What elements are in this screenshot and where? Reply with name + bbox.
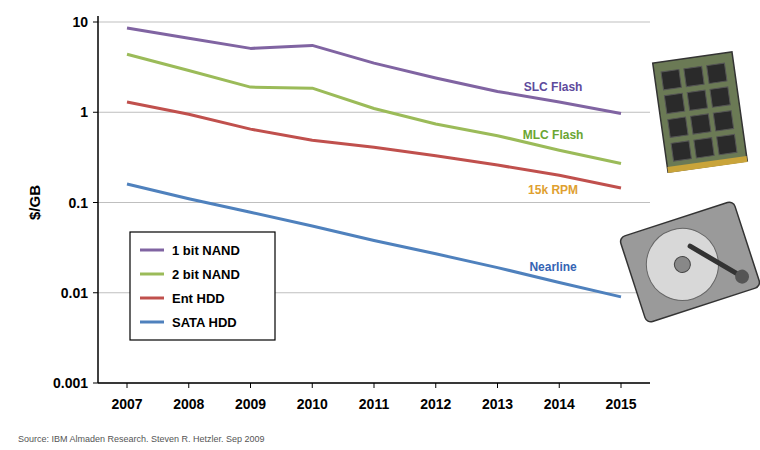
- y-axis: [97, 16, 99, 383]
- legend-swatch: [140, 249, 164, 252]
- ssd-chip: [671, 141, 691, 161]
- x-tick: [188, 383, 189, 388]
- grid-line: [98, 22, 650, 23]
- x-tick-label: 2013: [482, 396, 513, 412]
- legend-label: SATA HDD: [172, 315, 237, 330]
- x-tick-label: 2015: [605, 396, 636, 412]
- legend-swatch: [140, 321, 164, 324]
- y-tick-label: 0.001: [53, 375, 88, 391]
- grid-line: [98, 202, 650, 203]
- hdd-arm: [690, 234, 742, 289]
- legend-swatch: [140, 297, 164, 300]
- ssd-board: [653, 52, 748, 172]
- hdd-image: [619, 201, 760, 324]
- annotation: SLC Flash: [524, 80, 583, 94]
- x-tick-label: 2012: [420, 396, 451, 412]
- legend-swatch: [140, 273, 164, 276]
- series-line: [127, 28, 621, 114]
- annotation: 15k RPM: [528, 183, 578, 197]
- chart: 0.001 0.01 0.1 1 10 2007 2008 2009 2010 2011 2012 2…: [0, 0, 760, 450]
- ssd-chip: [713, 111, 733, 131]
- ssd-chip: [707, 63, 727, 83]
- y-tick-label: 1: [80, 104, 88, 120]
- annotation: MLC Flash: [523, 128, 584, 142]
- ssd-chip: [694, 138, 714, 158]
- x-tick: [127, 383, 128, 388]
- legend-label: 2 bit NAND: [172, 267, 240, 282]
- y-tick-label: 10: [72, 14, 88, 30]
- series-group: [127, 28, 621, 297]
- hdd-pivot: [733, 268, 751, 286]
- hdd-case: [619, 201, 760, 324]
- ssd-chip: [684, 66, 704, 86]
- legend-label: 1 bit NAND: [172, 243, 240, 258]
- legend-label: Ent HDD: [172, 291, 225, 306]
- x-tick: [312, 383, 313, 388]
- x-tick: [559, 383, 560, 388]
- x-tick: [497, 383, 498, 388]
- x-tick: [621, 383, 622, 388]
- x-tick-label: 2011: [359, 396, 390, 412]
- x-tick-label: 2007: [111, 396, 142, 412]
- hdd-spindle: [672, 254, 692, 274]
- ssd-chip: [717, 134, 737, 154]
- x-tick-label: 2008: [173, 396, 204, 412]
- ssd-chip: [661, 70, 681, 90]
- ssd-chip: [710, 87, 730, 107]
- ssd-chip: [668, 117, 688, 137]
- legend-box: [130, 232, 275, 340]
- y-tick-label: 0.01: [61, 285, 88, 301]
- x-tick: [435, 383, 436, 388]
- y-tick-label: 0.1: [69, 195, 89, 211]
- ssd-chip: [687, 90, 707, 110]
- series-line: [127, 102, 621, 188]
- ssd-image: [653, 52, 748, 173]
- x-tick-label: 2014: [544, 396, 575, 412]
- ssd-connector: [667, 156, 747, 173]
- ssd-chip: [691, 114, 711, 134]
- x-tick: [250, 383, 251, 388]
- ssd-chip: [664, 93, 684, 113]
- x-tick-label: 2009: [235, 396, 266, 412]
- source-note: Source: IBM Almaden Research. Steven R. …: [18, 434, 265, 444]
- y-axis-title: $/GB: [26, 185, 43, 220]
- x-tick: [374, 383, 375, 388]
- x-tick-label: 2010: [297, 396, 328, 412]
- hdd-platter: [637, 219, 728, 310]
- annotation: Nearline: [529, 260, 577, 274]
